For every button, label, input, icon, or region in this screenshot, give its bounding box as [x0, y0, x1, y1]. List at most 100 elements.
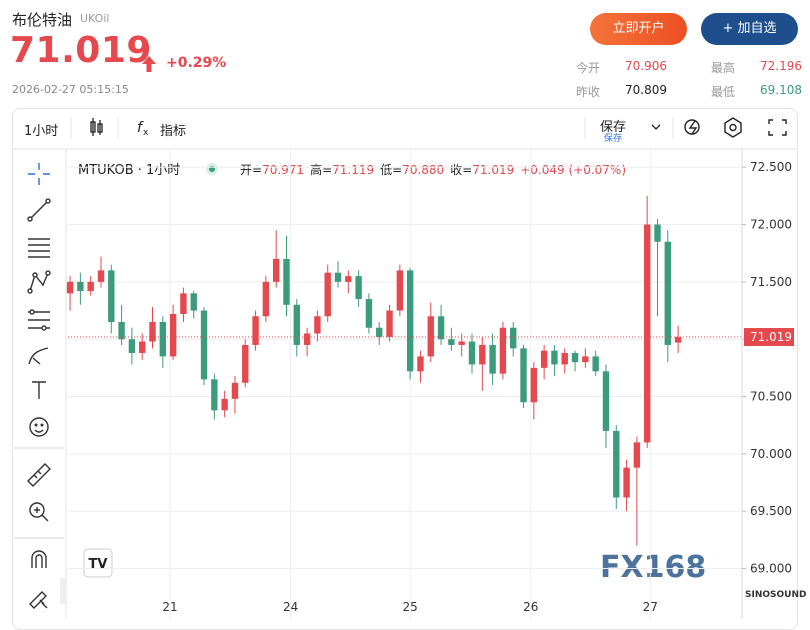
candle-body	[664, 241, 671, 345]
y-tick-label: 70.000	[750, 447, 792, 461]
x-tick-label: 27	[643, 600, 658, 614]
up-arrow	[142, 56, 156, 72]
candle-body	[654, 224, 661, 242]
candle-body	[128, 339, 136, 353]
instrument-title: 布伦特油	[12, 11, 73, 29]
candle-body	[602, 371, 610, 431]
candle-body	[272, 258, 280, 282]
legend-value: 71.119	[332, 163, 374, 177]
candle-body	[118, 322, 125, 340]
x-tick-label: 26	[523, 600, 538, 614]
candle-body	[365, 299, 373, 328]
svg-text:f: f	[137, 120, 144, 136]
candle-body	[231, 382, 239, 399]
stat-label: 今开	[576, 61, 601, 75]
candle-body	[108, 270, 115, 323]
stat-value: 70.809	[625, 83, 667, 97]
candle-body	[623, 467, 630, 498]
candle-body	[633, 442, 641, 468]
candle-body	[561, 352, 568, 365]
last-price-box	[744, 328, 794, 347]
y-tick-label: 71.500	[750, 275, 792, 289]
legend-label: 高=	[310, 162, 332, 177]
y-tick-label: 72.500	[750, 160, 792, 174]
add-watchlist-button[interactable]: + 加自选	[701, 13, 798, 45]
candle-body	[643, 224, 651, 443]
candle-body	[262, 281, 270, 317]
candle-body	[396, 270, 404, 311]
legend-label: 开=	[240, 163, 262, 177]
candle-body	[468, 341, 476, 365]
candle-body	[489, 344, 496, 374]
candle-body	[169, 313, 177, 357]
candle-body	[540, 350, 548, 368]
stat-label: 最高	[711, 61, 736, 75]
candle-body	[252, 316, 259, 345]
price-change: +0.29%	[166, 55, 227, 71]
candle-body	[293, 304, 300, 345]
indicators-button[interactable]: 指标	[160, 124, 187, 139]
candle-body	[149, 322, 156, 342]
candle-body	[376, 327, 383, 337]
watermark: FX168	[600, 550, 706, 585]
x-tick-label: 24	[283, 600, 298, 614]
candle-body	[520, 348, 527, 403]
candle-body	[355, 276, 362, 300]
candle-body	[479, 344, 486, 365]
candle-body	[139, 341, 146, 353]
candle-body	[66, 281, 74, 294]
candle-body	[159, 322, 167, 357]
legend-value: 70.880	[402, 163, 444, 177]
candle-body	[406, 270, 414, 372]
candle-body	[334, 272, 342, 282]
candle-body	[437, 316, 445, 340]
candle-body	[77, 281, 84, 292]
y-tick-label: 70.500	[750, 390, 792, 404]
y-tick-label: 69.500	[750, 504, 792, 518]
open-account-button[interactable]: 立即开户	[590, 13, 687, 45]
candle-body	[303, 333, 311, 345]
candle-body	[582, 356, 589, 363]
candle-body	[314, 316, 321, 334]
stat-value: 72.196	[760, 59, 802, 73]
candle-body	[592, 356, 599, 372]
candle-body	[190, 293, 197, 311]
save-button[interactable]: 保存	[600, 120, 627, 135]
timestamp: 2026-02-27 05:15:15	[12, 83, 129, 96]
candle-body	[97, 270, 105, 282]
x-tick-label: 21	[162, 600, 177, 614]
last-price-label: 71.019	[750, 330, 792, 344]
candle-body	[499, 327, 507, 374]
candle-body	[283, 258, 290, 305]
svg-text:TV: TV	[89, 557, 108, 572]
candle-body	[345, 276, 352, 282]
stat-value: 69.108	[760, 83, 802, 97]
candle-body	[551, 350, 558, 365]
candle-body	[242, 344, 249, 383]
candle-body	[530, 367, 538, 403]
legend-value: 70.971	[262, 163, 304, 177]
candle-body	[571, 352, 579, 363]
candle-body	[386, 310, 393, 337]
x-tick-label: 25	[403, 600, 418, 614]
stat-value: 70.906	[625, 59, 667, 73]
legend-label: 收=	[450, 163, 472, 177]
legend-label: 低=	[380, 163, 402, 177]
stat-label: 昨收	[576, 85, 601, 99]
last-price: 71.019	[10, 30, 152, 71]
legend-symbol: MTUKOB · 1小时	[78, 163, 180, 178]
candle-body	[613, 430, 620, 498]
candle-body	[221, 398, 228, 411]
candle-body	[510, 327, 517, 349]
candle-body	[448, 339, 455, 345]
instrument-symbol: UKOil	[80, 12, 110, 25]
y-tick-label: 72.000	[750, 218, 792, 232]
watermark: SINOSOUND	[745, 590, 806, 600]
candle-body	[211, 379, 218, 411]
interval-button[interactable]: 1小时	[24, 124, 59, 139]
drawing-tools	[14, 163, 64, 609]
candle-body	[324, 272, 331, 317]
